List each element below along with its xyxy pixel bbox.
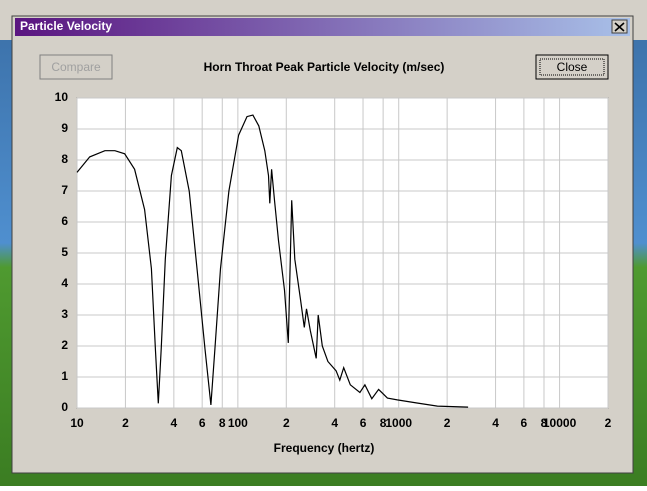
x-tick-label: 8	[541, 416, 548, 430]
x-tick-label: 4	[331, 416, 338, 430]
x-tick-label: 10000	[543, 416, 577, 430]
x-tick-label: 4	[171, 416, 178, 430]
y-tick-label: 0	[61, 400, 68, 414]
x-tick-label: 6	[199, 416, 206, 430]
title-bar	[15, 18, 630, 36]
x-tick-label: 1000	[385, 416, 412, 430]
x-tick-label: 2	[122, 416, 129, 430]
compare-button[interactable]	[39, 54, 113, 80]
x-tick-label: 2	[605, 416, 612, 430]
x-tick-label: 8	[380, 416, 387, 430]
y-tick-label: 2	[61, 338, 68, 352]
y-tick-label: 5	[61, 245, 68, 259]
y-tick-label: 7	[61, 183, 68, 197]
y-tick-label: 9	[61, 121, 68, 135]
focus-rect	[539, 58, 605, 76]
compare-label: Compare	[51, 60, 101, 74]
y-tick-label: 6	[61, 214, 68, 228]
x-tick-label: 6	[521, 416, 528, 430]
x-tick-label: 8	[219, 416, 226, 430]
y-tick-label: 8	[61, 152, 68, 166]
close-x-icon	[614, 22, 625, 32]
x-axis-label: Frequency (hertz)	[274, 441, 375, 455]
chart-title: Horn Throat Peak Particle Velocity (m/se…	[204, 60, 445, 74]
y-tick-label: 10	[55, 90, 69, 104]
x-tick-label: 2	[283, 416, 290, 430]
x-tick-label: 2	[444, 416, 451, 430]
y-tick-label: 4	[61, 276, 68, 290]
y-tick-label: 1	[61, 369, 68, 383]
x-tick-label: 4	[492, 416, 499, 430]
x-tick-label: 100	[228, 416, 248, 430]
close-label: Close	[557, 60, 588, 74]
window-title: Particle Velocity	[20, 19, 112, 33]
x-tick-label: 6	[360, 416, 367, 430]
y-tick-label: 3	[61, 307, 68, 321]
data-line	[76, 114, 469, 408]
x-tick-label: 10	[70, 416, 84, 430]
